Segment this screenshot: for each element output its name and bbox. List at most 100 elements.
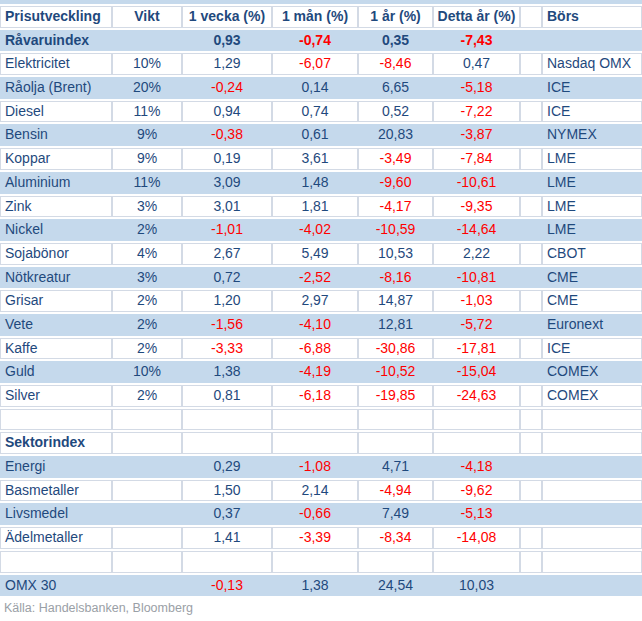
cell-m1: -2,52 [272,267,358,289]
cell-name [0,551,112,573]
cell-ytd: -7,43 [433,30,520,52]
cell-bors: COMEX [542,385,642,407]
cell-bors: ICE [542,77,642,99]
cell-y1: 10,53 [358,243,433,265]
cell-y1: -10,59 [358,219,433,241]
cell-bors [542,503,642,525]
cell-m1: 1,38 [272,575,358,597]
cell-m1: 0,74 [272,101,358,123]
cell-w1: -1,01 [182,219,272,241]
table-row: Aluminium11%3,091,48-9,60-10,61LME [0,172,642,194]
cell-name: Grisar [0,290,112,312]
cell-spacer [520,314,542,336]
table-row: Råvaruindex0,93-0,740,35-7,43 [0,30,642,52]
cell-ytd: 10,03 [433,575,520,597]
table-row: Koppar9%0,193,61-3,49-7,84LME [0,148,642,170]
cell-name [0,409,112,431]
cell-w1: 0,29 [182,456,272,478]
cell-spacer [520,527,542,549]
cell-w1: -0,24 [182,77,272,99]
cell-bors [542,527,642,549]
cell-m1: 1,81 [272,196,358,218]
cell-spacer [520,432,542,454]
cell-vikt [112,432,182,454]
cell-y1: -9,60 [358,172,433,194]
cell-bors [542,409,642,431]
cell-ytd [433,409,520,431]
cell-bors [542,575,642,597]
cell-vikt [112,480,182,502]
cell-bors: LME [542,148,642,170]
cell-vikt: 2% [112,219,182,241]
cell-bors: CME [542,267,642,289]
cell-vikt: 11% [112,172,182,194]
col-header-vikt: Vikt [112,6,182,28]
col-header-w1: 1 vecka (%) [182,6,272,28]
cell-w1: 0,19 [182,148,272,170]
table-row: Nickel2%-1,01-4,02-10,59-14,64LME [0,219,642,241]
table-row: Bensin9%-0,380,6120,83-3,87NYMEX [0,124,642,146]
cell-bors [542,432,642,454]
cell-name: Nötkreatur [0,267,112,289]
cell-y1: -19,85 [358,385,433,407]
cell-m1: -3,39 [272,527,358,549]
cell-y1: -30,86 [358,338,433,360]
cell-ytd: -15,04 [433,361,520,383]
cell-ytd: -7,84 [433,148,520,170]
cell-w1: 1,29 [182,53,272,75]
cell-y1: 4,71 [358,456,433,478]
cell-y1: -4,94 [358,480,433,502]
cell-ytd: -5,18 [433,77,520,99]
cell-spacer [520,77,542,99]
cell-y1: -3,49 [358,148,433,170]
cell-m1: 2,14 [272,480,358,502]
cell-ytd: -24,63 [433,385,520,407]
cell-bors: ICE [542,101,642,123]
cell-w1 [182,551,272,573]
cell-name: Livsmedel [0,503,112,525]
table-row: Silver2%0,81-6,18-19,85-24,63COMEX [0,385,642,407]
cell-vikt: 4% [112,243,182,265]
cell-w1: 1,20 [182,290,272,312]
cell-name: Sojabönor [0,243,112,265]
cell-w1: 1,41 [182,527,272,549]
cell-y1: 24,54 [358,575,433,597]
table-row: Livsmedel0,37-0,667,49-5,13 [0,503,642,525]
cell-name: Koppar [0,148,112,170]
cell-bors: CBOT [542,243,642,265]
cell-spacer [520,172,542,194]
cell-w1: 1,38 [182,361,272,383]
cell-m1 [272,432,358,454]
cell-ytd [433,432,520,454]
table-row: Vete2%-1,56-4,1012,81-5,72Euronext [0,314,642,336]
cell-m1: 1,48 [272,172,358,194]
cell-ytd: -17,81 [433,338,520,360]
cell-spacer [520,219,542,241]
cell-name: Guld [0,361,112,383]
cell-w1: 0,72 [182,267,272,289]
cell-ytd: -9,62 [433,480,520,502]
cell-vikt: 3% [112,267,182,289]
cell-name: Energi [0,456,112,478]
cell-ytd: -1,03 [433,290,520,312]
cell-spacer [520,575,542,597]
cell-spacer [520,124,542,146]
cell-vikt: 2% [112,290,182,312]
cell-vikt [112,456,182,478]
cell-ytd [433,551,520,573]
table-row: Nötkreatur3%0,72-2,52-8,16-10,81CME [0,267,642,289]
cell-y1: -8,34 [358,527,433,549]
cell-ytd: -5,72 [433,314,520,336]
cell-y1: 6,65 [358,77,433,99]
cell-spacer [520,338,542,360]
cell-m1: 0,14 [272,77,358,99]
cell-y1: 7,49 [358,503,433,525]
cell-y1: 12,81 [358,314,433,336]
cell-m1: -6,88 [272,338,358,360]
cell-name: Ädelmetaller [0,527,112,549]
table-row [0,551,642,573]
cell-spacer [520,361,542,383]
cell-bors: COMEX [542,361,642,383]
cell-vikt [112,527,182,549]
cell-ytd: 0,47 [433,53,520,75]
